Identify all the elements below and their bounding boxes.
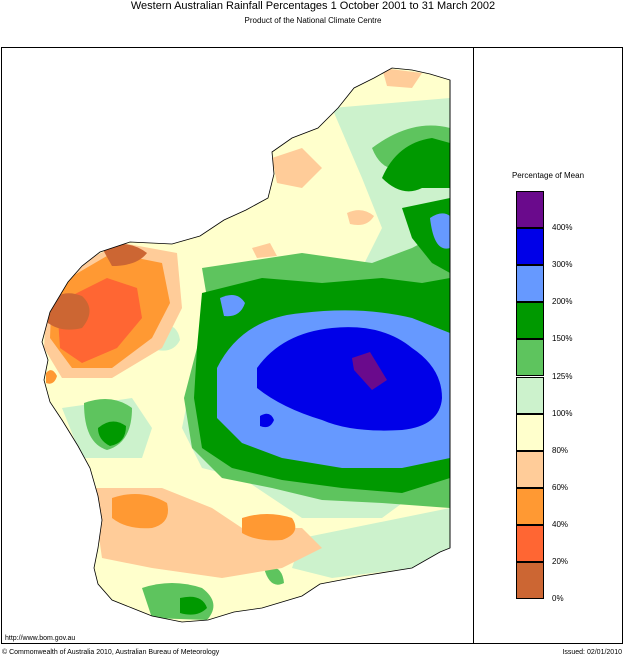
legend-label: 20%	[552, 557, 569, 566]
legend-label: 100%	[552, 408, 573, 418]
map-title: Western Australian Rainfall Percentages …	[130, 0, 496, 12]
issued-date: Issued: 02/01/2010	[562, 649, 622, 656]
legend-swatch	[516, 265, 544, 303]
legend-label: 125%	[552, 371, 573, 381]
legend-swatch	[516, 339, 544, 377]
legend-swatch	[516, 562, 544, 599]
source-url[interactable]: http://www.bom.gov.au	[5, 635, 76, 642]
legend-swatch	[516, 413, 544, 451]
legend-title: Percentage of Mean	[511, 171, 585, 180]
frame-divider	[473, 47, 474, 644]
copyright-notice: © Commonwealth of Australia 2010, Austra…	[2, 649, 220, 656]
legend-swatch	[516, 228, 544, 266]
legend-label: 200%	[552, 297, 573, 307]
legend-swatch	[516, 450, 544, 488]
map-frame	[1, 47, 623, 644]
legend-label: 150%	[552, 334, 573, 344]
legend-swatch	[516, 487, 544, 525]
legend-label: 80%	[552, 445, 569, 455]
legend-label: 400%	[552, 223, 573, 233]
legend-label: 0%	[552, 594, 564, 604]
rainfall-zones	[42, 68, 450, 622]
legend-label: 300%	[552, 260, 573, 270]
legend-label: 60%	[552, 482, 569, 492]
wa-coastline	[41, 67, 451, 623]
legend-swatch	[516, 302, 544, 340]
map-subtitle: Product of the National Climate Centre	[244, 16, 382, 25]
legend-swatch	[516, 191, 544, 228]
legend-swatch	[516, 524, 544, 562]
legend-colorbar	[516, 191, 544, 599]
legend-label: 40%	[552, 519, 569, 529]
rainfall-map	[41, 67, 451, 623]
legend-swatch	[516, 376, 544, 414]
